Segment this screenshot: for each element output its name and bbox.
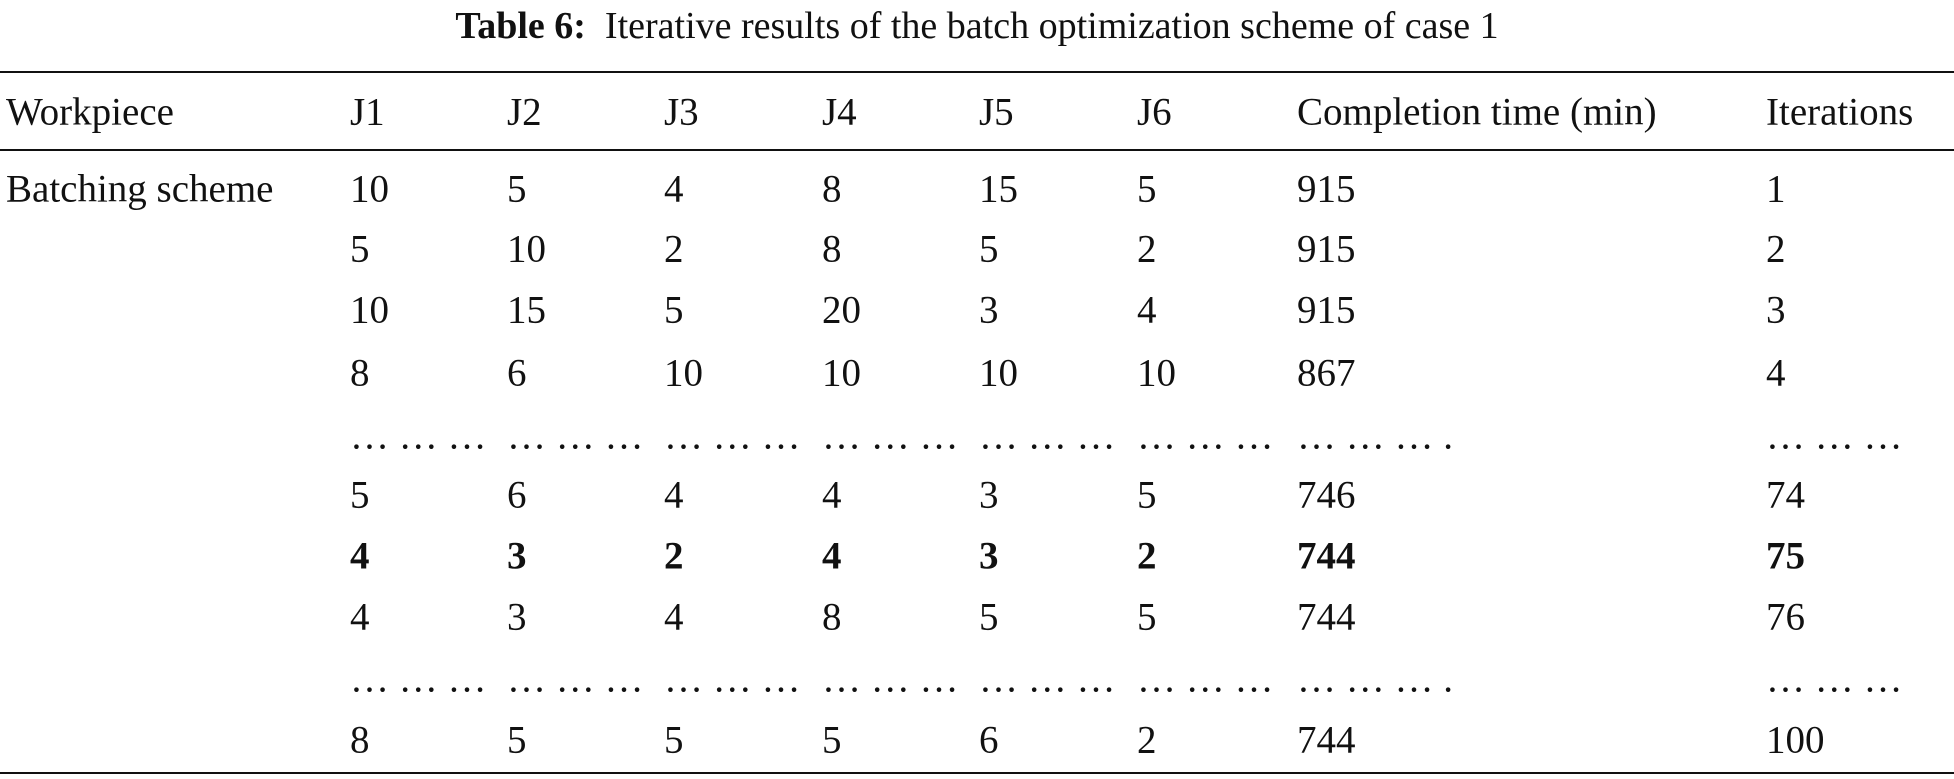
table-cell: 744 bbox=[1297, 534, 1356, 578]
table-cell: 3 bbox=[507, 595, 527, 639]
header-cell: Completion time (min) bbox=[1297, 90, 1657, 134]
table-cell: 75 bbox=[1766, 534, 1805, 578]
table-cell: … … … bbox=[350, 414, 487, 458]
header-cell: Workpiece bbox=[6, 90, 174, 134]
table-cell: … … … bbox=[664, 414, 801, 458]
table-cell: 4 bbox=[664, 595, 684, 639]
header-cell: J5 bbox=[979, 90, 1014, 134]
table-cell: … … … bbox=[664, 657, 801, 701]
header-cell: Iterations bbox=[1766, 90, 1914, 134]
header-cell: J3 bbox=[664, 90, 699, 134]
table-cell: 746 bbox=[1297, 473, 1356, 517]
table-cell: 3 bbox=[507, 534, 527, 578]
table-cell: 5 bbox=[1137, 595, 1157, 639]
table-cell: … … … bbox=[979, 657, 1116, 701]
table-cell: 8 bbox=[822, 595, 842, 639]
table-cell: … … … bbox=[822, 414, 959, 458]
table-cell: 2 bbox=[1137, 534, 1157, 578]
table-cell: … … … bbox=[822, 657, 959, 701]
table-caption: Table 6: Iterative results of the batch … bbox=[0, 4, 1954, 48]
table-cell: 100 bbox=[1766, 718, 1825, 762]
table-cell: 3 bbox=[979, 534, 999, 578]
header-cell: J6 bbox=[1137, 90, 1172, 134]
table-cell: 8 bbox=[350, 351, 370, 395]
header-cell: J2 bbox=[507, 90, 542, 134]
table-cell: 5 bbox=[979, 595, 999, 639]
table-cell: 1 bbox=[1766, 167, 1786, 211]
table-cell: 2 bbox=[1766, 227, 1786, 271]
table-cell: 3 bbox=[979, 288, 999, 332]
table-cell: 5 bbox=[664, 288, 684, 332]
table-cell: … … … . bbox=[1297, 414, 1453, 458]
top-rule bbox=[0, 71, 1954, 73]
table-cell: 4 bbox=[350, 534, 370, 578]
table-cell: 744 bbox=[1297, 718, 1356, 762]
table-cell: 3 bbox=[979, 473, 999, 517]
table-cell: … … … bbox=[350, 657, 487, 701]
table-cell: … … … bbox=[507, 657, 644, 701]
table-cell: 4 bbox=[822, 473, 842, 517]
table-cell: 5 bbox=[1137, 167, 1157, 211]
table-cell: 5 bbox=[350, 473, 370, 517]
table-cell: 20 bbox=[822, 288, 861, 332]
table-cell: … … … . bbox=[1297, 657, 1453, 701]
table-cell: 15 bbox=[979, 167, 1018, 211]
table-cell: 8 bbox=[350, 718, 370, 762]
table-cell: … … … bbox=[507, 414, 644, 458]
table-cell: 915 bbox=[1297, 288, 1356, 332]
header-rule bbox=[0, 149, 1954, 151]
table-cell: 4 bbox=[350, 595, 370, 639]
table-cell: 10 bbox=[979, 351, 1018, 395]
table-cell: 6 bbox=[979, 718, 999, 762]
table-cell: 4 bbox=[1137, 288, 1157, 332]
table-cell: 4 bbox=[822, 534, 842, 578]
table-cell: 10 bbox=[350, 288, 389, 332]
table-cell: 3 bbox=[1766, 288, 1786, 332]
bottom-rule bbox=[0, 772, 1954, 774]
caption-label: Table 6: bbox=[455, 5, 586, 47]
row-label: Batching scheme bbox=[6, 167, 274, 211]
table-cell: 915 bbox=[1297, 227, 1356, 271]
table-cell: 10 bbox=[1137, 351, 1176, 395]
table-cell: 5 bbox=[979, 227, 999, 271]
table-cell: 10 bbox=[664, 351, 703, 395]
table-cell: 5 bbox=[664, 718, 684, 762]
table-cell: 10 bbox=[507, 227, 546, 271]
table-cell: 6 bbox=[507, 473, 527, 517]
table-cell: 2 bbox=[664, 227, 684, 271]
table-cell: 15 bbox=[507, 288, 546, 332]
header-cell: J1 bbox=[350, 90, 385, 134]
table-cell: 4 bbox=[664, 473, 684, 517]
header-cell: J4 bbox=[822, 90, 857, 134]
table-cell: 6 bbox=[507, 351, 527, 395]
table-cell: 5 bbox=[822, 718, 842, 762]
table-cell: 5 bbox=[507, 718, 527, 762]
table-cell: 2 bbox=[664, 534, 684, 578]
table-cell: … … … bbox=[979, 414, 1116, 458]
table-cell: 8 bbox=[822, 167, 842, 211]
table-cell: 915 bbox=[1297, 167, 1356, 211]
table-cell: 76 bbox=[1766, 595, 1805, 639]
table-cell: 2 bbox=[1137, 718, 1157, 762]
table-cell: 5 bbox=[1137, 473, 1157, 517]
table-cell: … … … bbox=[1137, 657, 1274, 701]
table-cell: … … … bbox=[1766, 414, 1903, 458]
table-cell: 74 bbox=[1766, 473, 1805, 517]
table-cell: … … … bbox=[1137, 414, 1274, 458]
table-cell: 8 bbox=[822, 227, 842, 271]
table-cell: 10 bbox=[822, 351, 861, 395]
table-cell: 4 bbox=[664, 167, 684, 211]
caption-text: Iterative results of the batch optimizat… bbox=[604, 5, 1499, 47]
table-cell: 867 bbox=[1297, 351, 1356, 395]
table-cell: 2 bbox=[1137, 227, 1157, 271]
table-cell: 5 bbox=[507, 167, 527, 211]
table-cell: 5 bbox=[350, 227, 370, 271]
table-cell: … … … bbox=[1766, 657, 1903, 701]
table-cell: 744 bbox=[1297, 595, 1356, 639]
table-cell: 4 bbox=[1766, 351, 1786, 395]
table-cell: 10 bbox=[350, 167, 389, 211]
